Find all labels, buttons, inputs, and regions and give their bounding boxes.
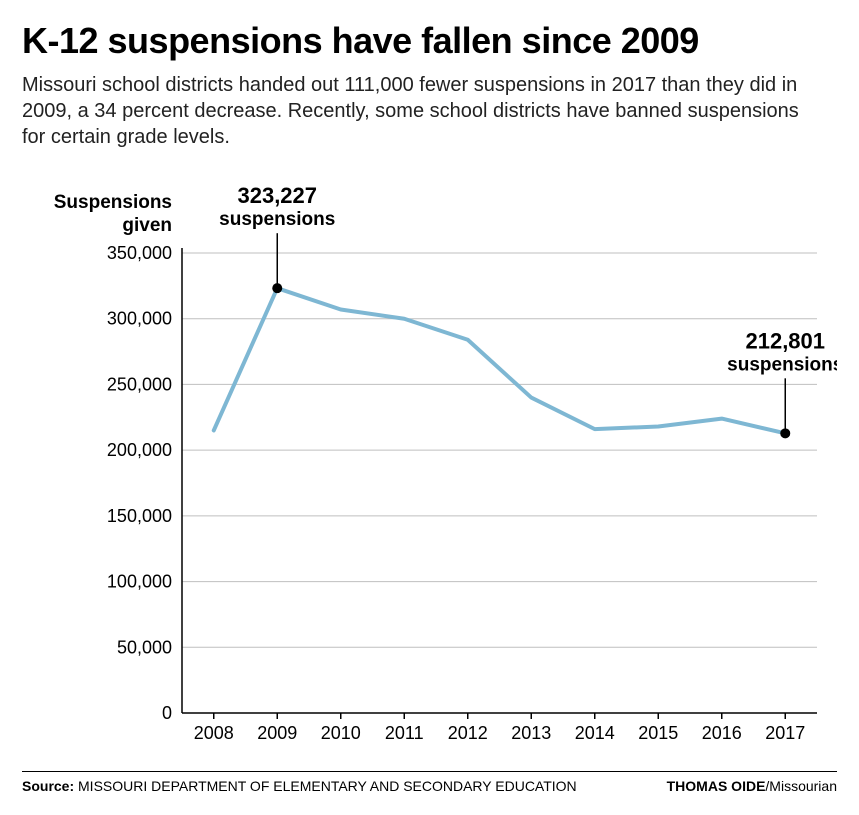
y-tick-label: 0 xyxy=(162,703,172,723)
y-tick-label: 350,000 xyxy=(107,243,172,263)
annotation-label: suspensions xyxy=(727,354,837,375)
line-chart: 0 50,000 100,000 150,000 200,000 250,000 300,0… xyxy=(22,168,837,763)
y-tick-label: 150,000 xyxy=(107,506,172,526)
subtitle: Missouri school districts handed out 111… xyxy=(22,72,822,150)
source-text: MISSOURI DEPARTMENT OF ELEMENTARY AND SE… xyxy=(78,778,577,794)
credit-name: THOMAS OIDE xyxy=(667,778,766,794)
y-axis-title: given xyxy=(122,215,172,236)
page-title: K-12 suspensions have fallen since 2009 xyxy=(22,20,837,62)
source: Source: MISSOURI DEPARTMENT OF ELEMENTAR… xyxy=(22,778,577,794)
y-tick-label: 250,000 xyxy=(107,374,172,394)
x-tick-label: 2009 xyxy=(257,723,297,743)
source-label: Source: xyxy=(22,778,74,794)
x-tick-label: 2012 xyxy=(448,723,488,743)
y-tick-label: 100,000 xyxy=(107,572,172,592)
credit-text: /Missourian xyxy=(765,778,837,794)
x-tick-label: 2014 xyxy=(575,723,615,743)
annotation-label: suspensions xyxy=(219,209,335,230)
footer: Source: MISSOURI DEPARTMENT OF ELEMENTAR… xyxy=(22,771,837,794)
x-tick-label: 2016 xyxy=(702,723,742,743)
y-tick-label: 300,000 xyxy=(107,309,172,329)
credit: THOMAS OIDE/Missourian xyxy=(667,778,837,794)
annotation-value: 323,227 xyxy=(237,183,317,208)
chart-svg: 0 50,000 100,000 150,000 200,000 250,000 300,0… xyxy=(22,168,837,763)
x-tick-label: 2015 xyxy=(638,723,678,743)
x-tick-label: 2017 xyxy=(765,723,805,743)
annotation-value: 212,801 xyxy=(745,328,825,353)
x-tick-label: 2008 xyxy=(194,723,234,743)
x-tick-label: 2011 xyxy=(385,723,424,743)
y-axis-title: Suspensions xyxy=(54,192,172,213)
data-line xyxy=(214,288,786,433)
x-tick-label: 2010 xyxy=(321,723,361,743)
x-tick-label: 2013 xyxy=(511,723,551,743)
y-tick-label: 50,000 xyxy=(117,637,172,657)
y-tick-label: 200,000 xyxy=(107,440,172,460)
